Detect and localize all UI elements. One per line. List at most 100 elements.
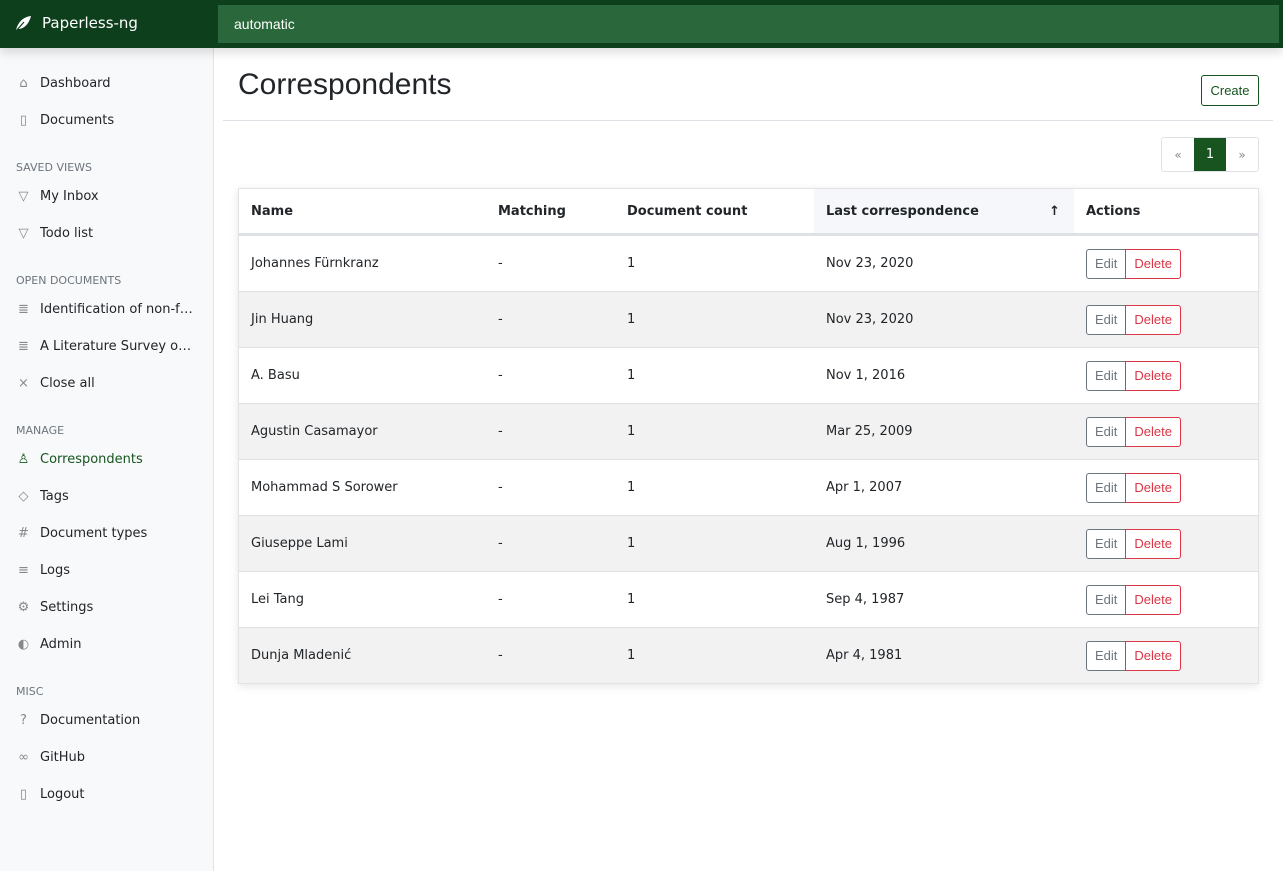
cell-name: Agustin Casamayor [251,424,378,439]
cell-actions: Edit Delete [1074,348,1258,403]
cell-actions: Edit Delete [1074,516,1258,571]
delete-button[interactable]: Delete [1125,640,1181,671]
sidebar-item-github[interactable]: ∞ GitHub [0,739,213,776]
sidebar-item-label: Todo list [40,226,94,241]
cell-name: Jin Huang [251,312,314,327]
sidebar-item-a-literature-survey-on-algorit[interactable]: ≣ A Literature Survey on Algorithms [0,328,213,365]
cell-document-count: 1 [627,536,636,551]
app-title: Paperless-ng [42,14,138,32]
table-row: Lei Tang - 1 Sep 4, 1987 Edit Delete [239,571,1258,627]
sidebar-item-admin[interactable]: ◐ Admin [0,626,213,663]
cell-actions: Edit Delete [1074,572,1258,627]
next-page-button[interactable]: » [1238,147,1246,162]
link-icon: ∞ [18,750,29,765]
cell-name: Johannes Fürnkranz [251,256,379,271]
edit-button[interactable]: Edit [1086,304,1127,335]
cell-matching: - [498,368,503,383]
sidebar-item-identification-of-non-function[interactable]: ≣ Identification of non-functional requir… [0,291,213,328]
cell-matching: - [498,256,503,271]
file-text-icon: ≣ [18,339,29,354]
create-button[interactable]: Create [1201,75,1259,106]
sidebar-item-todo-list[interactable]: ▽ Todo list [0,215,213,252]
column-label: Last correspondence [826,203,979,219]
brand-link[interactable]: Paperless-ng [14,14,138,32]
delete-button[interactable]: Delete [1125,584,1181,615]
column-header-matching[interactable]: Matching [498,203,566,219]
edit-button[interactable]: Edit [1086,248,1127,279]
cell-last-correspondence: Sep 4, 1987 [826,592,905,607]
sidebar-item-documentation[interactable]: ? Documentation [0,702,213,739]
delete-button[interactable]: Delete [1125,304,1181,335]
hash-icon: # [18,526,29,541]
cell-name: Dunja Mladenić [251,648,352,663]
sidebar-item-document-types[interactable]: # Document types [0,515,213,552]
sidebar-item-correspondents[interactable]: ♙ Correspondents [0,441,213,478]
edit-button[interactable]: Edit [1086,584,1127,615]
pagination: « 1 » [1161,137,1259,172]
sidebar-item-settings[interactable]: ⚙ Settings [0,589,213,626]
page-title: Correspondents [238,68,452,101]
column-header-name[interactable]: Name [251,203,294,219]
cell-document-count: 1 [627,480,636,495]
search-input[interactable] [218,5,1279,43]
cell-last-correspondence: Nov 1, 2016 [826,368,906,383]
sidebar-item-label: Logout [40,787,85,802]
sort-arrow-up-icon: ↑ [1049,203,1060,219]
cell-name: A. Basu [251,368,300,383]
sidebar-item-label: Logs [40,563,70,578]
table-row: Dunja Mladenić - 1 Apr 4, 1981 Edit Delet… [239,627,1258,683]
cell-document-count: 1 [627,592,636,607]
cell-last-correspondence: Aug 1, 1996 [826,536,906,551]
edit-button[interactable]: Edit [1086,360,1127,391]
text-left-icon: ≡ [18,563,29,578]
cell-name: Giuseppe Lami [251,536,348,551]
edit-button[interactable]: Edit [1086,640,1127,671]
column-header-document-count[interactable]: Document count [627,203,748,219]
sidebar-item-logs[interactable]: ≡ Logs [0,552,213,589]
person-icon: ♙ [17,452,30,467]
prev-page-button[interactable]: « [1174,147,1182,162]
table-row: A. Basu - 1 Nov 1, 2016 Edit Delete [239,347,1258,403]
table-header: Name Matching Document count Last corres… [239,189,1258,235]
cell-last-correspondence: Mar 25, 2009 [826,424,913,439]
delete-button[interactable]: Delete [1125,472,1181,503]
cell-matching: - [498,424,503,439]
edit-button[interactable]: Edit [1086,416,1127,447]
cell-actions: Edit Delete [1074,460,1258,515]
sidebar-item-dashboard[interactable]: ⌂ Dashboard [0,65,213,102]
leaf-logo-icon [15,16,31,32]
sidebar-item-label: Admin [40,637,82,652]
cell-matching: - [498,480,503,495]
edit-button[interactable]: Edit [1086,472,1127,503]
sidebar-item-close-all[interactable]: × Close all [0,365,213,402]
column-header-last-correspondence[interactable]: Last correspondence ↑ [814,189,1074,233]
edit-button[interactable]: Edit [1086,528,1127,559]
delete-button[interactable]: Delete [1125,360,1181,391]
page-1-button[interactable]: 1 [1194,138,1226,171]
table-row: Johannes Fürnkranz - 1 Nov 23, 2020 Edit… [239,235,1258,291]
files-icon: ▯ [19,113,28,128]
sidebar-item-label: Documents [40,113,115,128]
sidebar-item-label: Document types [40,526,148,541]
delete-button[interactable]: Delete [1125,416,1181,447]
sidebar-item-my-inbox[interactable]: ▽ My Inbox [0,178,213,215]
sidebar-item-documents[interactable]: ▯ Documents [0,102,213,139]
gear-icon: ⚙ [17,600,30,615]
correspondents-table: Name Matching Document count Last corres… [238,188,1259,684]
table-row: Agustin Casamayor - 1 Mar 25, 2009 Edit D… [239,403,1258,459]
delete-button[interactable]: Delete [1125,248,1181,279]
cell-matching: - [498,536,503,551]
table-row: Mohammad S Sorower - 1 Apr 1, 2007 Edit D… [239,459,1258,515]
cell-actions: Edit Delete [1074,292,1258,347]
cell-document-count: 1 [627,368,636,383]
cell-last-correspondence: Apr 4, 1981 [826,648,903,663]
house-icon: ⌂ [19,76,28,91]
cell-actions: Edit Delete [1074,236,1258,291]
section-header-manage: MANAGE [16,424,65,437]
sidebar-item-label: Documentation [40,713,141,728]
sidebar-item-label: Correspondents [40,452,143,467]
delete-button[interactable]: Delete [1125,528,1181,559]
sidebar-item-tags[interactable]: ◇ Tags [0,478,213,515]
sidebar-item-logout[interactable]: ▯ Logout [0,776,213,813]
cell-actions: Edit Delete [1074,404,1258,459]
